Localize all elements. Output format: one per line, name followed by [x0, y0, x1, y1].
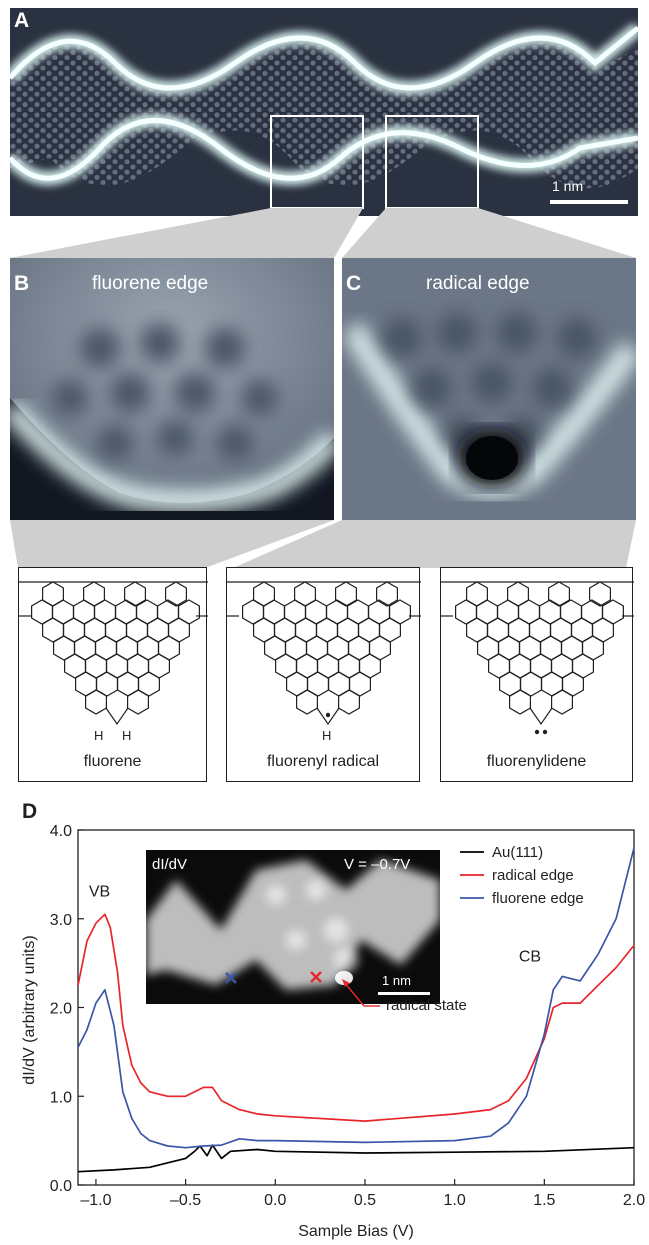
legend-label: radical edge [492, 867, 574, 884]
inset-marker-radical [310, 971, 322, 983]
inset-marker-fluorene [225, 972, 237, 984]
x-tick-label: 1.5 [533, 1192, 555, 1209]
y-tick-label: 4.0 [50, 823, 72, 840]
zoom-projection-wedges [10, 208, 636, 258]
x-tick-label: 2.0 [623, 1192, 645, 1209]
x-tick-label: 0.0 [264, 1192, 286, 1209]
fluorenylidene-skeleton [441, 581, 634, 735]
x-tick-label: 1.0 [444, 1192, 466, 1209]
panel-a-stm-image [10, 8, 638, 216]
panel-c-label: C [346, 272, 362, 295]
y-tick-label: 3.0 [50, 912, 72, 929]
radical-state-label: radical state [386, 997, 467, 1014]
series-line-radical-edge [77, 913, 635, 1122]
y-tick-label: 0.0 [50, 1178, 72, 1195]
structure-projection-wedges [10, 520, 636, 568]
inset-scale-bar [378, 992, 430, 995]
panel-b-image [10, 258, 334, 520]
caption-fluorenyl-radical: fluorenyl radical [266, 753, 380, 770]
series-line-fluorene-edge [77, 847, 635, 1149]
panel-b-label: B [14, 272, 30, 295]
y-axis-label: dI/dV (arbitrary units) [21, 935, 38, 1084]
panel-c-title: radical edge [426, 273, 530, 294]
structure-fluorenylidene: fluorenylidene [440, 567, 634, 782]
x-tick-label: –1.0 [80, 1192, 111, 1209]
radical-h: H [322, 728, 332, 743]
inset-scale-label: 1 nm [382, 973, 411, 988]
annotation-cb: CB [519, 948, 541, 965]
fluorene-h-left: H [94, 728, 104, 743]
fluorenyl-radical-skeleton [227, 581, 421, 726]
y-tick-label: 2.0 [50, 1001, 72, 1018]
panel-d-label: D [22, 800, 38, 823]
panel-c-image [342, 258, 636, 520]
y-tick-label: 1.0 [50, 1089, 72, 1106]
structure-fluorenyl-radical: H fluorenyl radical [226, 567, 421, 782]
annotation-vb: VB [89, 884, 110, 901]
legend-label: fluorene edge [492, 890, 584, 907]
legend-label: Au(111) [492, 844, 543, 861]
x-tick-label: –0.5 [170, 1192, 201, 1209]
inset-title-right: V = –0.7V [344, 856, 411, 873]
inset-title-left: dI/dV [152, 856, 188, 873]
panel-a-scale-label: 1 nm [552, 178, 584, 194]
caption-fluorene: fluorene [83, 753, 142, 770]
panel-b-title: fluorene edge [92, 273, 209, 294]
x-axis-label: Sample Bias (V) [298, 1223, 414, 1240]
fluorene-h-right: H [122, 728, 132, 743]
x-tick-label: 0.5 [354, 1192, 376, 1209]
panel-a-label: A [14, 9, 30, 32]
caption-fluorenylidene: fluorenylidene [486, 753, 587, 770]
structure-fluorene: H H fluorene [18, 567, 208, 782]
inset-didv-map [146, 850, 440, 1004]
panel-a-scale-bar [550, 200, 628, 204]
fluorene-skeleton [19, 581, 208, 726]
